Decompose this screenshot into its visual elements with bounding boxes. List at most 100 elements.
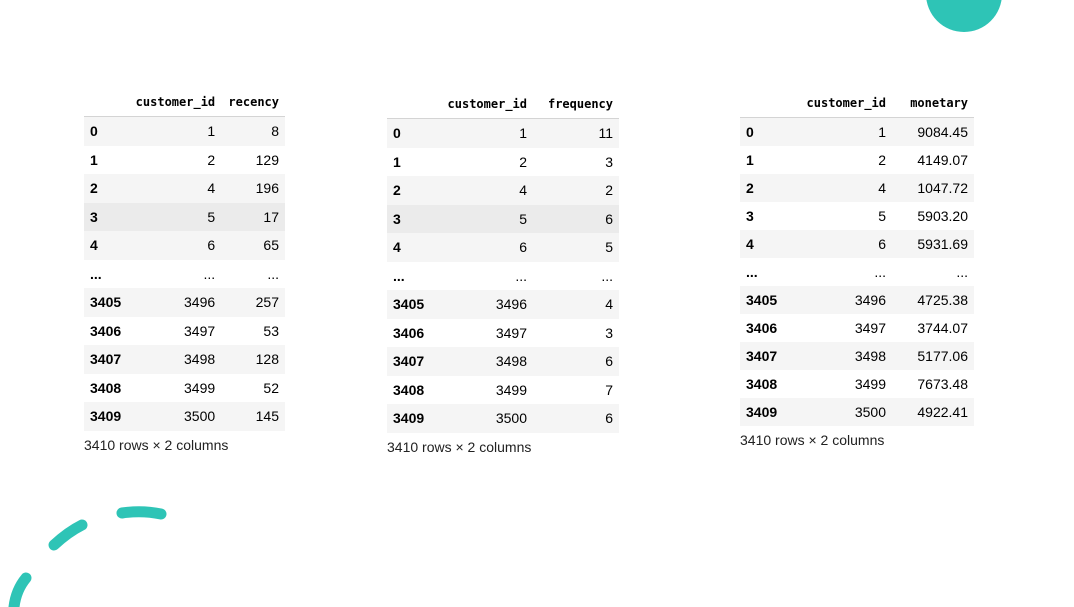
cell-monetary: 4922.41 bbox=[917, 404, 968, 420]
row-index: 3408 bbox=[90, 379, 122, 396]
row-index: ... bbox=[90, 265, 102, 282]
cell-frequency: 5 bbox=[605, 239, 613, 256]
cell-customer-id: 5 bbox=[878, 208, 886, 224]
cell-customer-id: 3498 bbox=[184, 351, 216, 368]
row-index: 3405 bbox=[393, 296, 425, 313]
table-row: 1 2 129 bbox=[84, 145, 285, 174]
cell-recency: 128 bbox=[255, 351, 279, 368]
index-header bbox=[84, 88, 130, 117]
row-index: 0 bbox=[90, 123, 98, 140]
cell-customer-id: 1 bbox=[878, 124, 886, 140]
row-index: 0 bbox=[393, 125, 401, 142]
cell-customer-id: 2 bbox=[519, 153, 527, 170]
cell-frequency: 6 bbox=[605, 353, 613, 370]
column-header-monetary: monetary bbox=[892, 89, 974, 118]
cell-customer-id: 3499 bbox=[495, 381, 527, 398]
row-index: 1 bbox=[393, 153, 401, 170]
cell-customer-id: 2 bbox=[207, 151, 216, 168]
row-index: 1 bbox=[90, 151, 98, 168]
cell-frequency: 4 bbox=[605, 296, 613, 313]
column-header-customer-id: customer_id bbox=[129, 88, 222, 117]
cell-monetary: 3744.07 bbox=[917, 320, 968, 336]
cell-customer-id: 3499 bbox=[184, 379, 216, 396]
cell-monetary: 1047.72 bbox=[917, 180, 968, 196]
row-index: 4 bbox=[393, 239, 401, 256]
table-row-ellipsis: ......... bbox=[740, 258, 974, 286]
table-header-row: customer_id frequency bbox=[387, 90, 619, 119]
table-header-row: customer_id recency bbox=[84, 88, 285, 117]
table-row: 3 5 5903.20 bbox=[740, 202, 974, 230]
row-index: 3408 bbox=[746, 376, 778, 392]
table-row-ellipsis: ......... bbox=[84, 259, 285, 288]
column-header-frequency: frequency bbox=[533, 90, 619, 119]
cell-customer-id: 5 bbox=[207, 208, 216, 225]
row-index: 2 bbox=[393, 182, 401, 199]
cell-customer-id: 4 bbox=[207, 180, 216, 197]
cell-monetary: 7673.48 bbox=[917, 376, 968, 392]
cell-customer-id: 3500 bbox=[184, 408, 216, 425]
table-row: 0 1 9084.45 bbox=[740, 117, 974, 146]
cell-customer-id: ... bbox=[874, 264, 886, 280]
cell-recency: 129 bbox=[255, 151, 279, 168]
cell-frequency: 2 bbox=[605, 182, 613, 199]
table-row: 2 4 1047.72 bbox=[740, 174, 974, 202]
cell-monetary: ... bbox=[956, 264, 968, 280]
dataframe-shape-text: 3410 rows × 2 columns bbox=[387, 438, 532, 455]
row-index: 3405 bbox=[746, 292, 778, 308]
table-row: 0 1 8 bbox=[84, 116, 285, 146]
cell-frequency: 6 bbox=[605, 410, 613, 427]
table-row: 3408 3499 52 bbox=[84, 373, 285, 402]
cell-monetary: 9084.45 bbox=[917, 124, 968, 140]
row-index: ... bbox=[393, 267, 405, 284]
table-row: 3407 3498 128 bbox=[84, 345, 285, 374]
table-row: 3405 3496 4 bbox=[387, 290, 619, 319]
table-row: 4 6 65 bbox=[84, 231, 285, 260]
monetary-table: customer_id monetary 0 1 9084.45 1 2 4149.07… bbox=[740, 89, 974, 426]
cell-customer-id: 3496 bbox=[495, 296, 527, 313]
cell-customer-id: 1 bbox=[519, 125, 527, 142]
cell-customer-id: 5 bbox=[519, 210, 527, 227]
row-index: ... bbox=[746, 264, 758, 280]
table-row: 3407 3498 6 bbox=[387, 347, 619, 376]
row-index: 3405 bbox=[90, 294, 122, 311]
recency-table: customer_id recency 0 1 8 1 2 129 2 4 196 3 5 17… bbox=[84, 88, 285, 431]
index-header bbox=[387, 90, 441, 119]
table-row: 3409 3500 4922.41 bbox=[740, 398, 974, 426]
cell-customer-id: 2 bbox=[878, 152, 886, 168]
row-index: 3 bbox=[393, 210, 401, 227]
cell-recency: 53 bbox=[263, 322, 279, 339]
cell-customer-id: 3500 bbox=[495, 410, 527, 427]
cell-monetary: 5177.06 bbox=[917, 348, 968, 364]
table-row: 3405 3496 257 bbox=[84, 288, 285, 317]
table-row-ellipsis: ......... bbox=[387, 261, 619, 290]
row-index: 3407 bbox=[90, 351, 122, 368]
cell-recency: 52 bbox=[263, 379, 279, 396]
cell-monetary: 4149.07 bbox=[917, 152, 968, 168]
cell-monetary: 4725.38 bbox=[917, 292, 968, 308]
cell-monetary: 5903.20 bbox=[917, 208, 968, 224]
cell-customer-id: 3499 bbox=[854, 376, 886, 392]
row-index: 3406 bbox=[746, 320, 778, 336]
column-header-recency: recency bbox=[221, 88, 285, 117]
cell-customer-id: 3498 bbox=[495, 353, 527, 370]
row-index: 4 bbox=[746, 236, 754, 252]
dataframe-recency: customer_id recency 0 1 8 1 2 129 2 4 196 3 5 17… bbox=[84, 88, 285, 453]
cell-recency: ... bbox=[267, 265, 279, 282]
cell-frequency: 3 bbox=[605, 324, 613, 341]
table-row: 3407 3498 5177.06 bbox=[740, 342, 974, 370]
table-row: 2 4 2 bbox=[387, 176, 619, 205]
cell-recency: 65 bbox=[263, 237, 279, 254]
row-index: 0 bbox=[746, 124, 754, 140]
cell-customer-id: 6 bbox=[878, 236, 886, 252]
row-index: 3409 bbox=[746, 404, 778, 420]
table-row: 1 2 4149.07 bbox=[740, 146, 974, 174]
cell-customer-id: 3496 bbox=[854, 292, 886, 308]
table-row: 4 6 5931.69 bbox=[740, 230, 974, 258]
row-index: 3406 bbox=[393, 324, 425, 341]
row-index: 2 bbox=[746, 180, 754, 196]
cell-customer-id: 3497 bbox=[854, 320, 886, 336]
row-index: 3408 bbox=[393, 381, 425, 398]
column-header-customer-id: customer_id bbox=[792, 89, 892, 118]
